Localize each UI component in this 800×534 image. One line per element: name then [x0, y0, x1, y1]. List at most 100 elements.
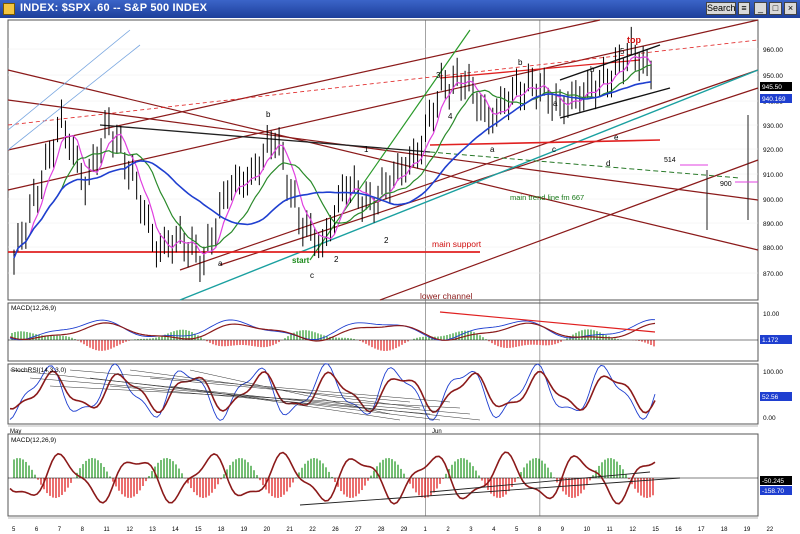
month-label-may: May	[10, 429, 21, 435]
y-tick: 930.00	[763, 123, 783, 130]
maximize-icon[interactable]: □	[769, 2, 782, 15]
x-tick-label: 3	[469, 527, 473, 533]
macd1-signal	[9, 322, 656, 342]
y-tick: 890.00	[763, 221, 783, 228]
main-trend-label-line: main trend line fm 667	[510, 193, 584, 202]
wave-label-b: b	[266, 110, 271, 119]
stoch-line	[169, 385, 401, 421]
channel-line	[7, 19, 601, 151]
main-support-label: main support	[432, 239, 482, 249]
projection-line	[429, 151, 741, 179]
macd2-label: MACD(12,26,9)	[11, 437, 56, 444]
x-tick-label: 20	[264, 527, 271, 533]
macd2-last-value: -50.245	[762, 478, 784, 485]
macd2-trend	[299, 477, 681, 506]
x-tick-label: 16	[675, 527, 682, 533]
x-tick-label: 18	[218, 527, 225, 533]
settings-icon[interactable]: ≡	[738, 2, 750, 15]
x-tick-label: 11	[606, 527, 613, 533]
start-label: start	[292, 256, 310, 265]
trend-lines	[7, 19, 759, 301]
x-tick-label: 29	[401, 527, 408, 533]
wave-label-5: 5	[620, 47, 625, 56]
stoch-line	[109, 385, 431, 415]
y-tick: 960.00	[763, 47, 783, 54]
macd1-label: MACD(12,26,9)	[11, 305, 56, 312]
x-tick-label: 28	[378, 527, 385, 533]
x-tick-label: 6	[35, 527, 39, 533]
x-tick-label: 5	[12, 527, 16, 533]
x-tick-label: 19	[744, 527, 751, 533]
stoch-line	[29, 377, 471, 415]
target-900-label: 900	[720, 181, 732, 188]
wave-label-e: e	[614, 133, 619, 142]
y-tick: 880.00	[763, 245, 783, 252]
last-ma-label: 940.169	[762, 96, 786, 103]
window-title: INDEX: $SPX .60 -- S&P 500 INDEX	[20, 2, 208, 14]
wave-label-1: 1	[364, 145, 369, 154]
channel-line	[379, 159, 759, 301]
wave-label-b3: b	[590, 65, 595, 74]
ma-short-line	[13, 55, 652, 259]
stoch-line	[89, 377, 441, 421]
indicator-series	[8, 311, 758, 506]
wave-labels: b a b a start c 1 2 2 3 4 a b c d e 5 to…	[218, 35, 732, 280]
x-tick-label: 13	[149, 527, 156, 533]
main-trend-line	[179, 69, 759, 301]
wave-label-a: a	[218, 259, 223, 268]
stoch-last-value: 52.56	[762, 394, 779, 401]
stoch-y-tick: 100.00	[763, 369, 783, 376]
search-button[interactable]: Search	[706, 2, 736, 15]
y-tick: 950.00	[763, 73, 783, 80]
macd2-trend	[429, 471, 651, 493]
month-label-jun: Jun	[432, 429, 442, 435]
x-tick-label: 12	[126, 527, 133, 533]
x-tick-label: 22	[309, 527, 316, 533]
wave-label-b2: b	[518, 58, 523, 67]
x-tick-label: 2	[446, 527, 450, 533]
ma-long-line	[13, 81, 652, 259]
y-tick: 920.00	[763, 147, 783, 154]
x-tick-label: 7	[58, 527, 62, 533]
wave-label-d: d	[606, 159, 610, 168]
y-tick: 910.00	[763, 172, 783, 179]
lower-channel-label: lower channel	[420, 291, 473, 301]
neckline	[99, 124, 431, 153]
top-label: top	[627, 35, 641, 45]
last-price-label: 945.50	[762, 84, 782, 91]
target-514-label: 514	[664, 157, 676, 164]
stoch-k-line	[9, 363, 656, 421]
stoch-line	[69, 369, 451, 403]
x-tick-label: 1	[424, 527, 428, 533]
x-axis: 5 6 7 8 11 12 13 14 15 18 19 20 21 22 26 27 28 29 1 2 3 4 5 8 9 1…	[12, 527, 774, 533]
x-tick-label: 22	[767, 527, 774, 533]
x-tick-label: 11	[103, 527, 110, 533]
x-tick-label: 19	[241, 527, 248, 533]
green-trend-line	[309, 29, 471, 261]
x-tick-label: 18	[721, 527, 728, 533]
price-series	[13, 26, 652, 283]
wave-label-c2: c	[552, 145, 556, 154]
wave-label-a3: a	[553, 99, 558, 108]
x-tick-label: 10	[584, 527, 591, 533]
x-tick-label: 21	[286, 527, 293, 533]
stoch-line	[129, 369, 421, 409]
wave-label-3: 3	[436, 71, 441, 80]
stoch-y-tick: 0.00	[763, 415, 776, 422]
macd2-signal	[9, 451, 656, 505]
wave-label-a2: a	[490, 145, 495, 154]
stoch-line	[189, 369, 391, 415]
macd2-signal-value: -158.70	[762, 488, 784, 495]
x-tick-label: 27	[355, 527, 362, 533]
x-tick-label: 12	[629, 527, 636, 533]
macd1-y-tick: 10.00	[763, 311, 780, 318]
y-tick: 870.00	[763, 271, 783, 278]
close-icon[interactable]: ×	[784, 2, 797, 15]
x-tick-label: 9	[561, 527, 565, 533]
minimize-icon[interactable]: _	[754, 2, 767, 15]
wave-label-2b: 2	[384, 236, 389, 245]
channel-line	[7, 69, 759, 251]
ma-mid-line	[13, 64, 652, 259]
channel-line	[7, 99, 759, 201]
